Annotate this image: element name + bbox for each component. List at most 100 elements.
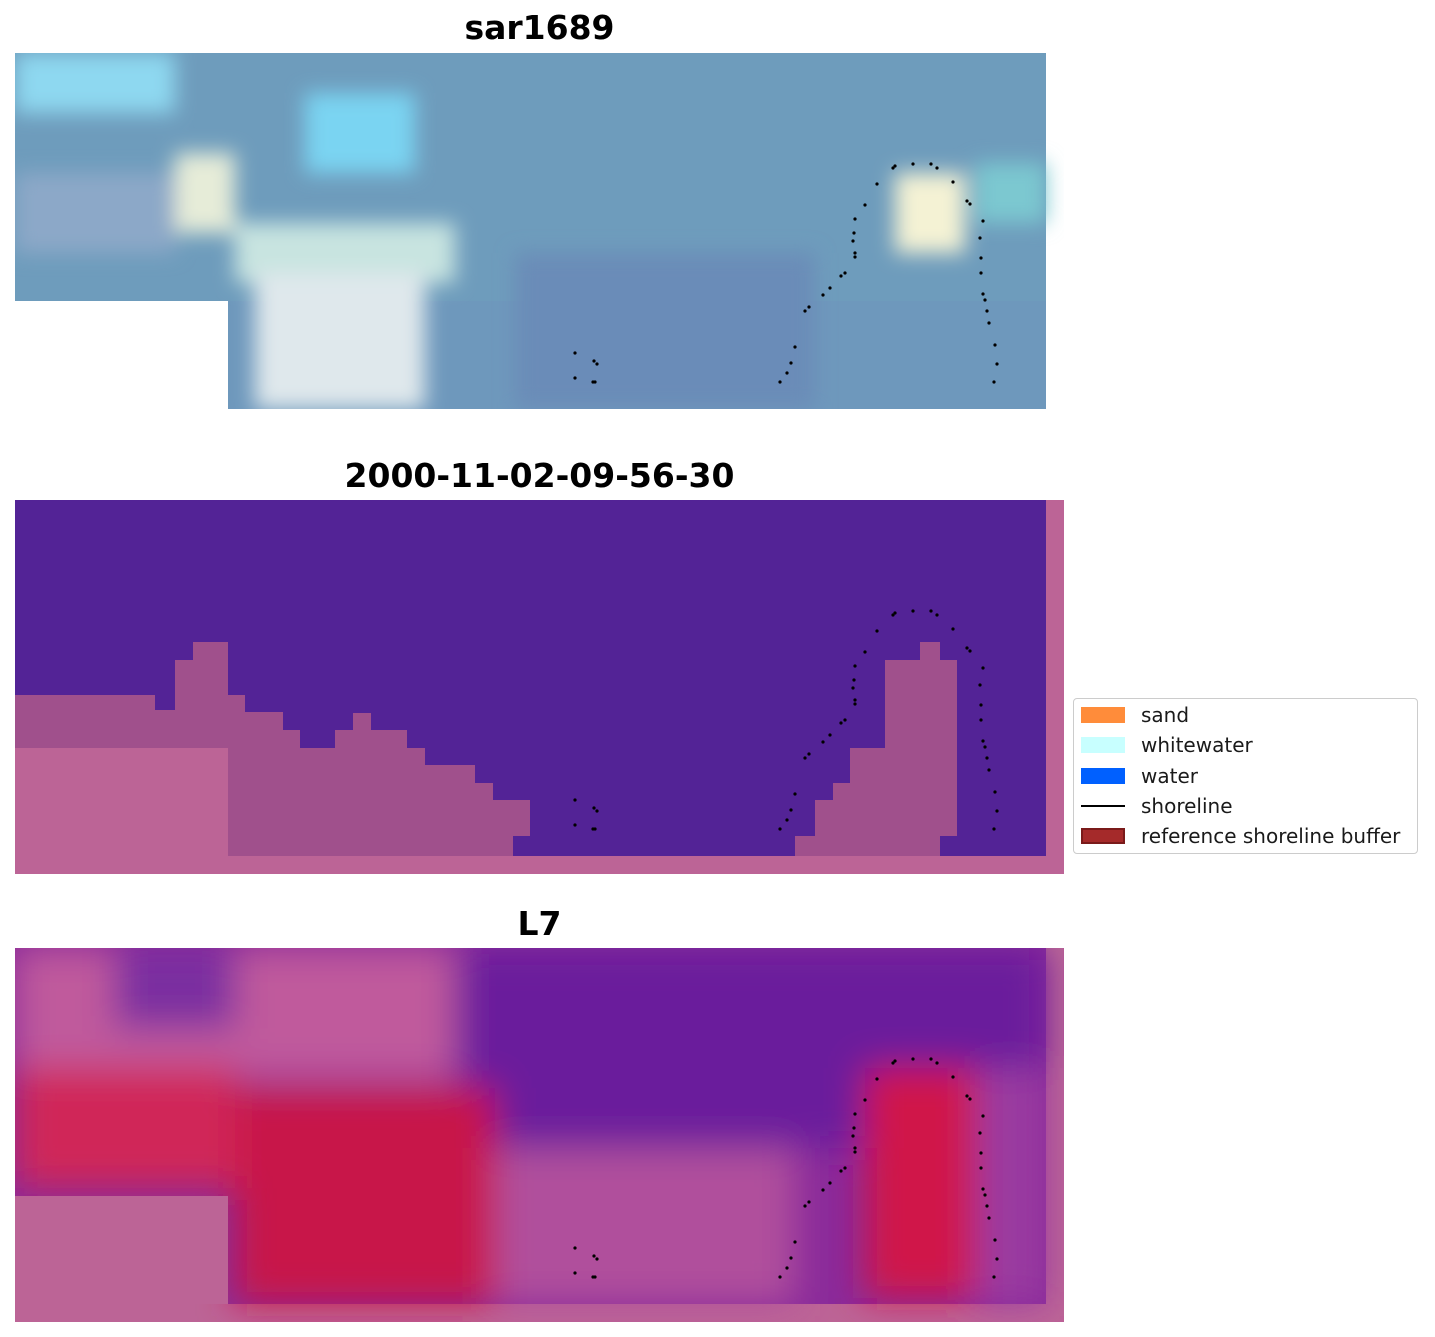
legend-item-reference-buffer: reference shoreline buffer [1081, 824, 1400, 848]
rgb-raster [15, 53, 1046, 409]
shoreline-point [851, 686, 855, 690]
shoreline-point [979, 271, 983, 275]
shoreline-point [979, 1166, 983, 1170]
classification-panel [15, 500, 1064, 874]
legend-item-whitewater: whitewater [1081, 733, 1253, 757]
shoreline-point [993, 1238, 997, 1242]
shoreline-point [968, 202, 972, 206]
shoreline-point [981, 292, 985, 296]
shoreline-point [803, 1204, 807, 1208]
shoreline-point [987, 768, 991, 772]
shoreline-point [852, 1126, 856, 1130]
shoreline-point [793, 345, 797, 349]
shoreline-point [793, 1240, 797, 1244]
shoreline-point [807, 1200, 811, 1204]
legend-item-water: water [1081, 764, 1198, 788]
shoreline-point [981, 739, 985, 743]
shoreline-point [995, 809, 999, 813]
shoreline-point [853, 217, 857, 221]
shoreline-point [778, 380, 782, 384]
shoreline-point [821, 293, 825, 297]
shoreline-point [951, 1075, 955, 1079]
shoreline-point [573, 376, 577, 380]
shoreline-point [821, 1188, 825, 1192]
shoreline-point [785, 1266, 789, 1270]
shoreline-point [929, 162, 933, 166]
shoreline-point [852, 678, 856, 682]
shoreline-point [893, 164, 897, 168]
shoreline-point [807, 752, 811, 756]
shoreline-point [983, 298, 987, 302]
title-classification: 2000-11-02-09-56-30 [344, 456, 735, 495]
shoreline-point [573, 351, 577, 355]
shoreline-point [785, 371, 789, 375]
shoreline-point [965, 1094, 969, 1098]
legend-item-sand: sand [1081, 703, 1189, 727]
legend-label: shoreline [1141, 794, 1233, 818]
shoreline-point [979, 1151, 983, 1155]
shoreline-line-swatch [1081, 805, 1125, 807]
shoreline-point [935, 1061, 939, 1065]
shoreline-point [875, 629, 879, 633]
shoreline-point [573, 1271, 577, 1275]
shoreline-point [853, 664, 857, 668]
shoreline-point [853, 1150, 857, 1154]
shoreline-point [593, 380, 597, 384]
shoreline-point [593, 827, 597, 831]
shoreline-point [995, 1257, 999, 1261]
shoreline-point [929, 1057, 933, 1061]
shoreline-point [875, 182, 879, 186]
shoreline-point [863, 203, 867, 207]
shoreline-point [851, 1134, 855, 1138]
shoreline-point [911, 1057, 915, 1061]
shoreline-point [839, 1169, 843, 1173]
legend-label: reference shoreline buffer [1141, 824, 1401, 848]
shoreline-point [595, 362, 599, 366]
shoreline-point [935, 613, 939, 617]
shoreline-point [951, 180, 955, 184]
shoreline-point [785, 818, 789, 822]
water-swatch [1081, 768, 1125, 784]
title-rgb: sar1689 [464, 8, 615, 47]
shoreline-point [863, 1098, 867, 1102]
shoreline-point [992, 380, 996, 384]
sand-swatch [1081, 707, 1125, 723]
shoreline-point [968, 649, 972, 653]
shoreline-point [891, 1061, 895, 1065]
shoreline-point [992, 827, 996, 831]
shoreline-point [592, 806, 596, 810]
shoreline-point [789, 361, 793, 365]
shoreline-point [821, 740, 825, 744]
shoreline-point [981, 219, 985, 223]
shoreline-point [839, 274, 843, 278]
shoreline-point [843, 1166, 847, 1170]
shoreline-point [875, 1077, 879, 1081]
shoreline-point [979, 256, 983, 260]
shoreline-point [987, 1216, 991, 1220]
shoreline-point [789, 808, 793, 812]
shoreline-point [573, 823, 577, 827]
shoreline-dots [573, 1057, 999, 1279]
shoreline-point [803, 756, 807, 760]
shoreline-point [778, 1275, 782, 1279]
whitewater-swatch [1081, 737, 1125, 753]
shoreline-point [993, 343, 997, 347]
shoreline-point [793, 792, 797, 796]
reference-buffer-swatch [1081, 828, 1125, 844]
legend-label: water [1141, 764, 1198, 788]
shoreline-point [853, 702, 857, 706]
legend: sand whitewater water shoreline referenc… [1073, 698, 1418, 854]
shoreline-point [985, 309, 989, 313]
shoreline-point [965, 646, 969, 650]
shoreline-point [995, 362, 999, 366]
shoreline-point [978, 236, 982, 240]
shoreline-point [993, 790, 997, 794]
shoreline-point [911, 162, 915, 166]
shoreline-point [929, 609, 933, 613]
shoreline-point [573, 798, 577, 802]
shoreline-point [893, 611, 897, 615]
shoreline-point [828, 733, 832, 737]
rgb-image-panel [15, 53, 1046, 409]
legend-item-shoreline: shoreline [1081, 794, 1233, 818]
